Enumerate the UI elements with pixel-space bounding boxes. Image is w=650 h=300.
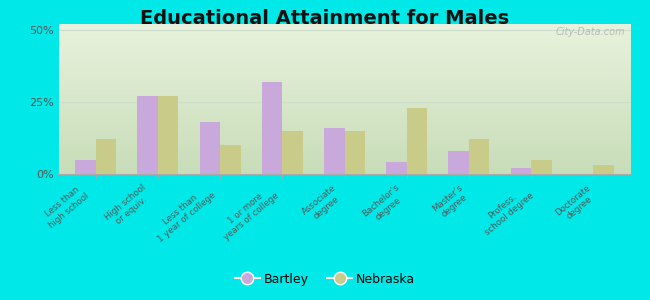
Bar xyxy=(531,160,552,174)
Text: Educational Attainment for Males: Educational Attainment for Males xyxy=(140,9,510,28)
Text: Less than
high school: Less than high school xyxy=(40,183,90,230)
Bar xyxy=(510,168,531,174)
Bar xyxy=(593,165,614,174)
Text: 1 or more
years of college: 1 or more years of college xyxy=(216,183,281,242)
Text: Master’s
degree: Master’s degree xyxy=(431,183,472,221)
Bar xyxy=(220,145,240,174)
Bar xyxy=(407,108,427,174)
Bar xyxy=(344,131,365,174)
Bar xyxy=(200,122,220,174)
Text: Bachelor’s
degree: Bachelor’s degree xyxy=(361,183,408,227)
Bar xyxy=(282,131,303,174)
Text: Doctorate
degree: Doctorate degree xyxy=(554,183,599,225)
Bar xyxy=(448,151,469,174)
Legend: Bartley, Nebraska: Bartley, Nebraska xyxy=(230,268,420,291)
Text: Associate
degree: Associate degree xyxy=(300,183,344,224)
Bar xyxy=(75,160,96,174)
Bar xyxy=(386,163,407,174)
Text: Profess.
school degree: Profess. school degree xyxy=(476,183,535,237)
Text: High school
or equiv.: High school or equiv. xyxy=(103,183,154,230)
Bar xyxy=(96,140,116,174)
Text: Less than
1 year of college: Less than 1 year of college xyxy=(150,183,217,244)
Text: City-Data.com: City-Data.com xyxy=(555,27,625,37)
Bar xyxy=(158,96,179,174)
Bar xyxy=(262,82,282,174)
Bar xyxy=(137,96,158,174)
Bar xyxy=(469,140,489,174)
Bar xyxy=(324,128,344,174)
